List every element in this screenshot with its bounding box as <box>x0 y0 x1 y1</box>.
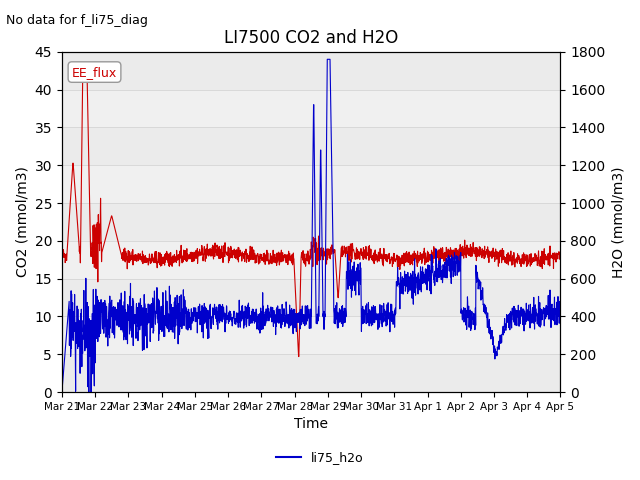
Title: LI7500 CO2 and H2O: LI7500 CO2 and H2O <box>224 29 398 48</box>
Line: li75_h2o: li75_h2o <box>62 60 561 392</box>
li75_h2o <box>557 299 564 305</box>
Bar <box>62 127 561 165</box>
Legend: li75_h2o: li75_h2o <box>271 446 369 469</box>
X-axis label: Time: Time <box>294 418 328 432</box>
li75_h2o <box>543 302 550 308</box>
li75_co2 <box>295 354 303 360</box>
li75_h2o <box>451 255 459 261</box>
li75_h2o <box>287 316 295 322</box>
li75_h2o <box>301 314 308 320</box>
Bar <box>62 203 561 241</box>
Bar <box>62 52 561 90</box>
li75_co2 <box>83 60 91 66</box>
Y-axis label: H2O (mmol/m3): H2O (mmol/m3) <box>611 166 625 277</box>
li75_co2 <box>557 256 564 262</box>
li75_co2 <box>543 254 550 260</box>
li75_co2 <box>451 256 459 262</box>
li75_co2 <box>58 251 66 257</box>
li75_h2o <box>542 306 550 312</box>
Text: No data for f_li75_diag: No data for f_li75_diag <box>6 14 148 27</box>
Bar <box>62 354 561 392</box>
li75_co2 <box>287 252 295 258</box>
Text: EE_flux: EE_flux <box>72 66 117 79</box>
li75_co2 <box>543 257 550 263</box>
li75_h2o <box>83 300 91 305</box>
li75_co2 <box>84 97 92 103</box>
li75_co2 <box>301 256 308 262</box>
li75_h2o <box>58 389 66 395</box>
Bar <box>62 279 561 316</box>
li75_h2o <box>323 57 331 62</box>
Line: li75_co2: li75_co2 <box>62 63 561 357</box>
Y-axis label: CO2 (mmol/m3): CO2 (mmol/m3) <box>15 167 29 277</box>
